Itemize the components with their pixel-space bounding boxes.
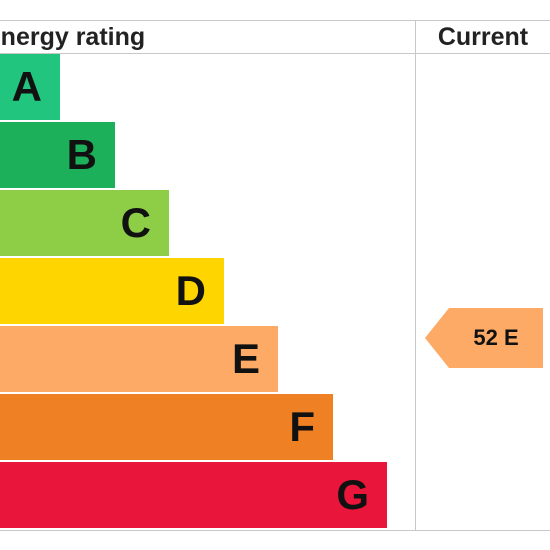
current-heading: Current: [437, 23, 529, 51]
band-f: F: [0, 394, 333, 460]
band-letter-e: E: [231, 335, 260, 382]
bottom-border: [0, 530, 550, 531]
band-letter-b: B: [66, 131, 97, 178]
header-divider: [0, 53, 550, 54]
band-g: G: [0, 462, 387, 528]
band-letter-c: C: [120, 199, 151, 246]
current-rating-indicator: 52 E: [425, 308, 543, 368]
band-letter-g: G: [336, 471, 369, 518]
band-a: A: [0, 54, 60, 120]
top-border: [0, 20, 550, 21]
band-letter-a: A: [11, 63, 42, 110]
band-d: D: [0, 258, 224, 324]
current-rating-label: 52 E: [473, 325, 519, 350]
band-b: B: [0, 122, 115, 188]
band-c: C: [0, 190, 169, 256]
band-letter-d: D: [175, 267, 206, 314]
arrow-shape: [425, 308, 543, 368]
energy-rating-heading: Energy rating: [0, 23, 146, 51]
band-letter-f: F: [289, 403, 315, 450]
column-divider: [415, 20, 416, 530]
band-e: E: [0, 326, 278, 392]
